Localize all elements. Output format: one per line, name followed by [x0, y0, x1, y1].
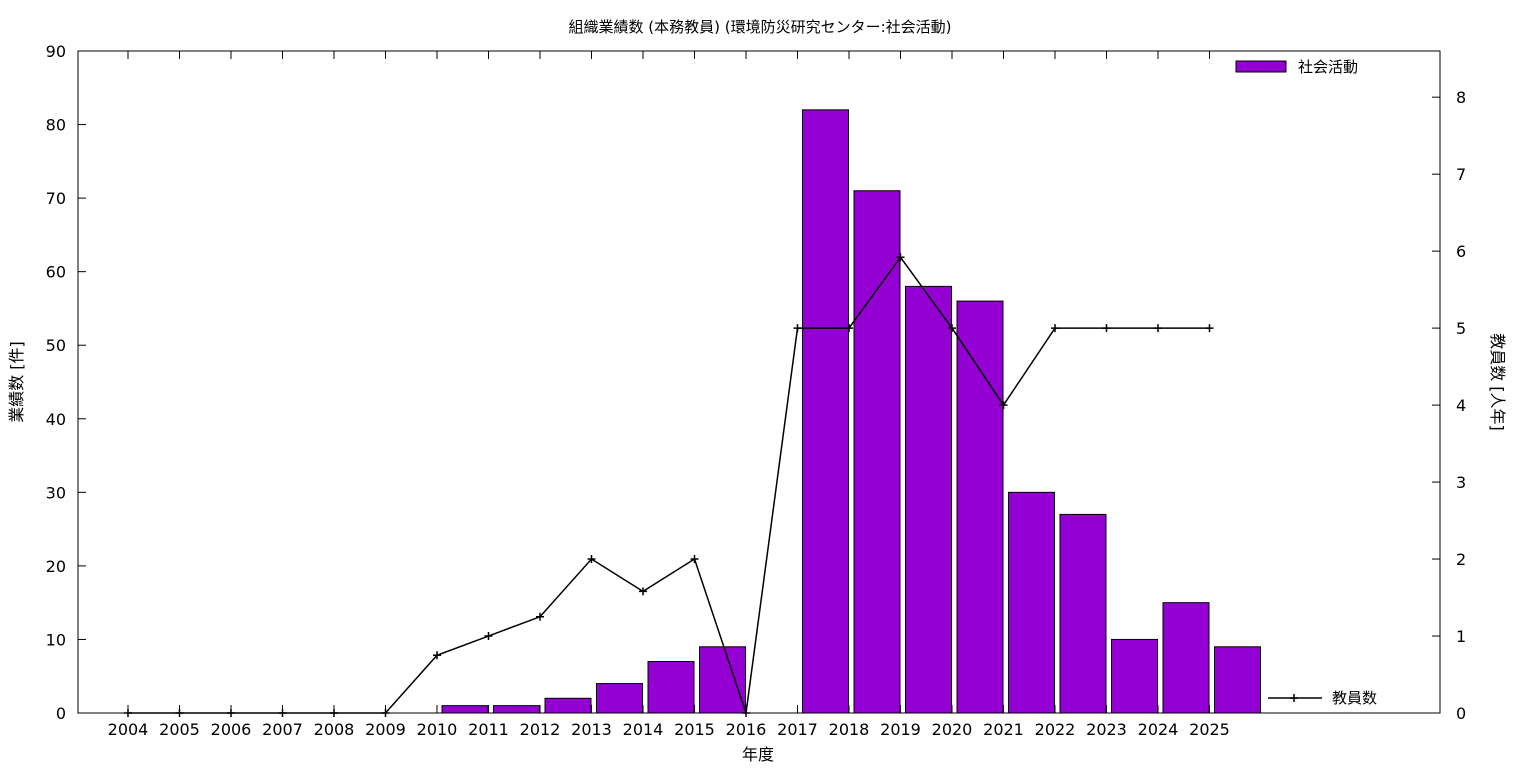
bar — [853, 190, 901, 714]
bar — [1162, 602, 1210, 714]
bar — [956, 300, 1004, 714]
chart-title: 組織業績数 (本務教員) (環境防災研究センター:社会活動) — [568, 18, 951, 36]
axis-ticks: 0 10 20 30 40 50 60 70 80 90 0 1 2 3 4 5 6 7 8 2004 2005 2006… — [46, 42, 1467, 739]
legend-bar-swatch — [1235, 60, 1287, 73]
line-point — [1051, 324, 1059, 333]
y2-tick-label: 2 — [1456, 550, 1466, 569]
bar — [1111, 638, 1158, 714]
x-tick-label: 2011 — [468, 720, 509, 739]
y-tick-label: 60 — [46, 263, 66, 282]
y-tick-label: 10 — [46, 630, 66, 649]
x-tick-label: 2005 — [159, 720, 200, 739]
bar — [441, 705, 489, 714]
line-point — [793, 324, 802, 333]
legend-line-marker — [1290, 694, 1298, 702]
line-point — [1102, 324, 1111, 333]
y2-axis-label: 教員数 [人年] — [1488, 333, 1507, 431]
x-tick-label: 2024 — [1138, 720, 1179, 739]
bar — [905, 285, 952, 714]
x-tick-label: 2020 — [932, 720, 973, 739]
y-tick-label: 50 — [46, 336, 66, 355]
x-tick-label: 2009 — [365, 720, 406, 739]
x-tick-label: 2015 — [674, 720, 715, 739]
y2-tick-label: 7 — [1456, 165, 1466, 184]
y-tick-label: 0 — [56, 704, 66, 723]
plot-border — [77, 50, 1441, 714]
y-tick-label: 90 — [46, 42, 66, 61]
y2-tick-label: 0 — [1456, 704, 1466, 723]
x-tick-label: 2008 — [314, 720, 355, 739]
x-tick-label: 2012 — [520, 720, 561, 739]
y2-tick-label: 6 — [1456, 242, 1466, 261]
legend-line-label: 教員数 — [1332, 689, 1377, 707]
y-tick-label: 70 — [46, 189, 66, 208]
x-tick-label: 2013 — [571, 720, 612, 739]
bar — [647, 661, 695, 714]
legend-bar-series: 社会活動 — [1235, 58, 1358, 76]
y-tick-label: 30 — [46, 483, 66, 502]
y-tick-label: 80 — [46, 116, 66, 135]
y2-tick-label: 4 — [1456, 396, 1466, 415]
line-point — [948, 324, 956, 333]
y2-tick-label: 8 — [1456, 88, 1466, 107]
bar — [596, 683, 643, 714]
x-tick-label: 2022 — [1035, 720, 1076, 739]
x-tick-label: 2023 — [1086, 720, 1127, 739]
legend-bar-label: 社会活動 — [1298, 58, 1358, 76]
y-tick-label: 20 — [46, 557, 66, 576]
bar — [493, 705, 540, 714]
line-point — [587, 555, 596, 564]
x-tick-label: 2021 — [983, 720, 1024, 739]
bar — [1214, 646, 1261, 714]
x-tick-label: 2016 — [726, 720, 767, 739]
x-axis-label: 年度 — [742, 745, 774, 764]
series-line — [128, 256, 1210, 714]
y-tick-label: 40 — [46, 410, 66, 429]
x-tick-label: 2017 — [777, 720, 818, 739]
x-tick-label: 2014 — [623, 720, 664, 739]
line-point — [896, 253, 905, 262]
line-point — [690, 555, 699, 564]
line-point — [1205, 324, 1214, 333]
y2-tick-label: 1 — [1456, 627, 1466, 646]
line-point — [433, 651, 441, 660]
y2-tick-label: 3 — [1456, 473, 1466, 492]
line-point — [845, 324, 853, 333]
bar — [802, 109, 849, 714]
x-tick-label: 2006 — [211, 720, 252, 739]
line-point — [999, 401, 1008, 410]
line-point — [536, 612, 544, 621]
bar — [1008, 491, 1055, 714]
y2-tick-label: 5 — [1456, 319, 1466, 338]
bar — [1059, 513, 1107, 714]
plot-area — [77, 50, 1441, 714]
x-tick-label: 2010 — [417, 720, 458, 739]
chart-marks — [124, 109, 1261, 717]
x-tick-label: 2018 — [829, 720, 870, 739]
x-tick-label: 2007 — [262, 720, 303, 739]
y-axis-label: 業績数 [件] — [7, 341, 26, 423]
line-point — [639, 587, 647, 596]
line-point — [1154, 324, 1162, 333]
x-tick-label: 2019 — [880, 720, 921, 739]
legend-line-series: 教員数 — [1268, 689, 1377, 707]
bar — [699, 646, 746, 714]
line-point — [484, 632, 493, 641]
bar — [544, 697, 592, 714]
x-tick-label: 2004 — [108, 720, 149, 739]
x-tick-label: 2025 — [1189, 720, 1230, 739]
